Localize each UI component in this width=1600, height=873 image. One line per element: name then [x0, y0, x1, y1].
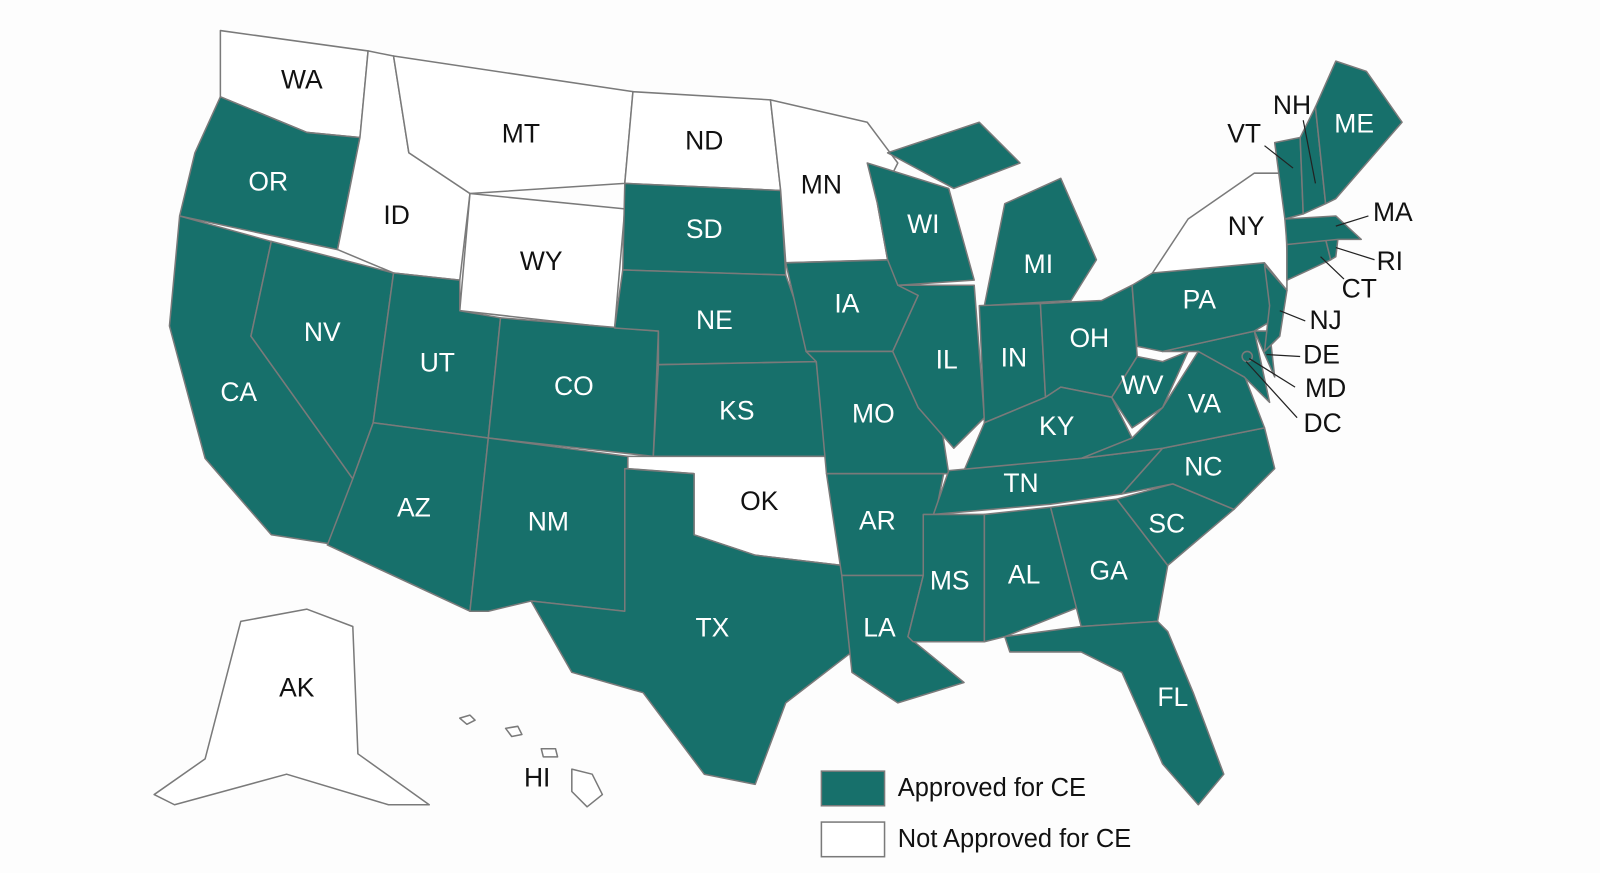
state-label: AR: [859, 506, 896, 536]
state-label: DE: [1303, 340, 1340, 370]
state-label: NJ: [1309, 305, 1341, 335]
state-label: IA: [834, 289, 859, 319]
state-label: NY: [1228, 211, 1265, 241]
state-label: AL: [1008, 560, 1040, 590]
state-label: WI: [907, 209, 939, 239]
state-shape: [891, 284, 986, 449]
state-label: OR: [248, 166, 288, 196]
legend-label: Not Approved for CE: [898, 825, 1131, 853]
state-label: AZ: [397, 492, 431, 522]
state-label: NE: [696, 305, 733, 335]
state-shape: [459, 714, 604, 808]
state-label: OH: [1069, 323, 1109, 353]
state-label: TX: [695, 613, 729, 643]
state-shape: [392, 55, 634, 195]
state-label: SD: [686, 214, 723, 244]
state-label: GA: [1090, 555, 1129, 585]
state-label: WA: [281, 64, 323, 94]
state-label: MD: [1305, 373, 1346, 403]
state-label: VT: [1227, 118, 1261, 148]
state-shape: [1284, 215, 1363, 246]
state-label: SC: [1148, 509, 1185, 539]
state-shape: [886, 121, 1098, 307]
state-label: NV: [304, 317, 341, 347]
leader-line: [1266, 353, 1301, 358]
leader-line: [1248, 358, 1296, 388]
state-label: AK: [279, 673, 315, 703]
leader-line: [1320, 256, 1345, 280]
states: [153, 29, 1403, 808]
state-label: MA: [1373, 197, 1413, 227]
legend-label: Approved for CE: [898, 774, 1086, 802]
state-label: ID: [383, 200, 409, 230]
state-labels: WA OR CA NV ID MT WY UT CO AZ NM ND SD NE KS OK TX MN IA MO…: [220, 64, 1413, 792]
state-shape: [1314, 60, 1403, 205]
leader-line: [1335, 246, 1375, 261]
state-label: IL: [936, 345, 958, 375]
state-label: KY: [1039, 411, 1075, 441]
state-label: CO: [554, 371, 594, 401]
state-label: PA: [1183, 285, 1217, 315]
state-shape: [1003, 620, 1225, 806]
leader-line: [1279, 310, 1306, 322]
state-label: FL: [1157, 682, 1188, 712]
legend-swatch: [820, 821, 886, 858]
state-label: MS: [930, 566, 970, 596]
state-label: CA: [220, 377, 257, 407]
state-label: MN: [801, 169, 842, 199]
state-label: MO: [852, 399, 895, 429]
state-label: LA: [863, 613, 896, 643]
state-label: WV: [1121, 370, 1164, 400]
state-label: KS: [719, 396, 754, 426]
state-label: HI: [524, 762, 550, 792]
state-label: MI: [1024, 249, 1053, 279]
state-label: RI: [1377, 246, 1403, 276]
state-label: MT: [502, 118, 540, 148]
state-shape: [326, 421, 490, 612]
state-label: ME: [1334, 108, 1374, 138]
state-label: ND: [685, 126, 723, 156]
state-label: UT: [420, 348, 455, 378]
state-shape: [983, 506, 1082, 643]
state-label: OK: [740, 486, 779, 516]
leader-line: [1302, 120, 1317, 184]
legend-swatch: [820, 770, 886, 807]
state-label: NM: [528, 507, 569, 537]
state-label: WY: [520, 246, 563, 276]
state-label: TN: [1003, 468, 1038, 498]
state-label: VA: [1188, 388, 1222, 418]
leader-line: [1264, 145, 1294, 169]
leader-line: [1335, 215, 1369, 227]
state-label: IN: [1001, 343, 1027, 373]
leader-line: [1245, 361, 1298, 419]
state-shape: [153, 608, 430, 806]
state-label: CT: [1342, 273, 1377, 303]
state-label: NC: [1184, 452, 1222, 482]
state-shape: [1049, 498, 1169, 628]
state-label: DC: [1303, 408, 1341, 438]
state-shape: [530, 467, 853, 786]
state-label: NH: [1273, 90, 1311, 120]
